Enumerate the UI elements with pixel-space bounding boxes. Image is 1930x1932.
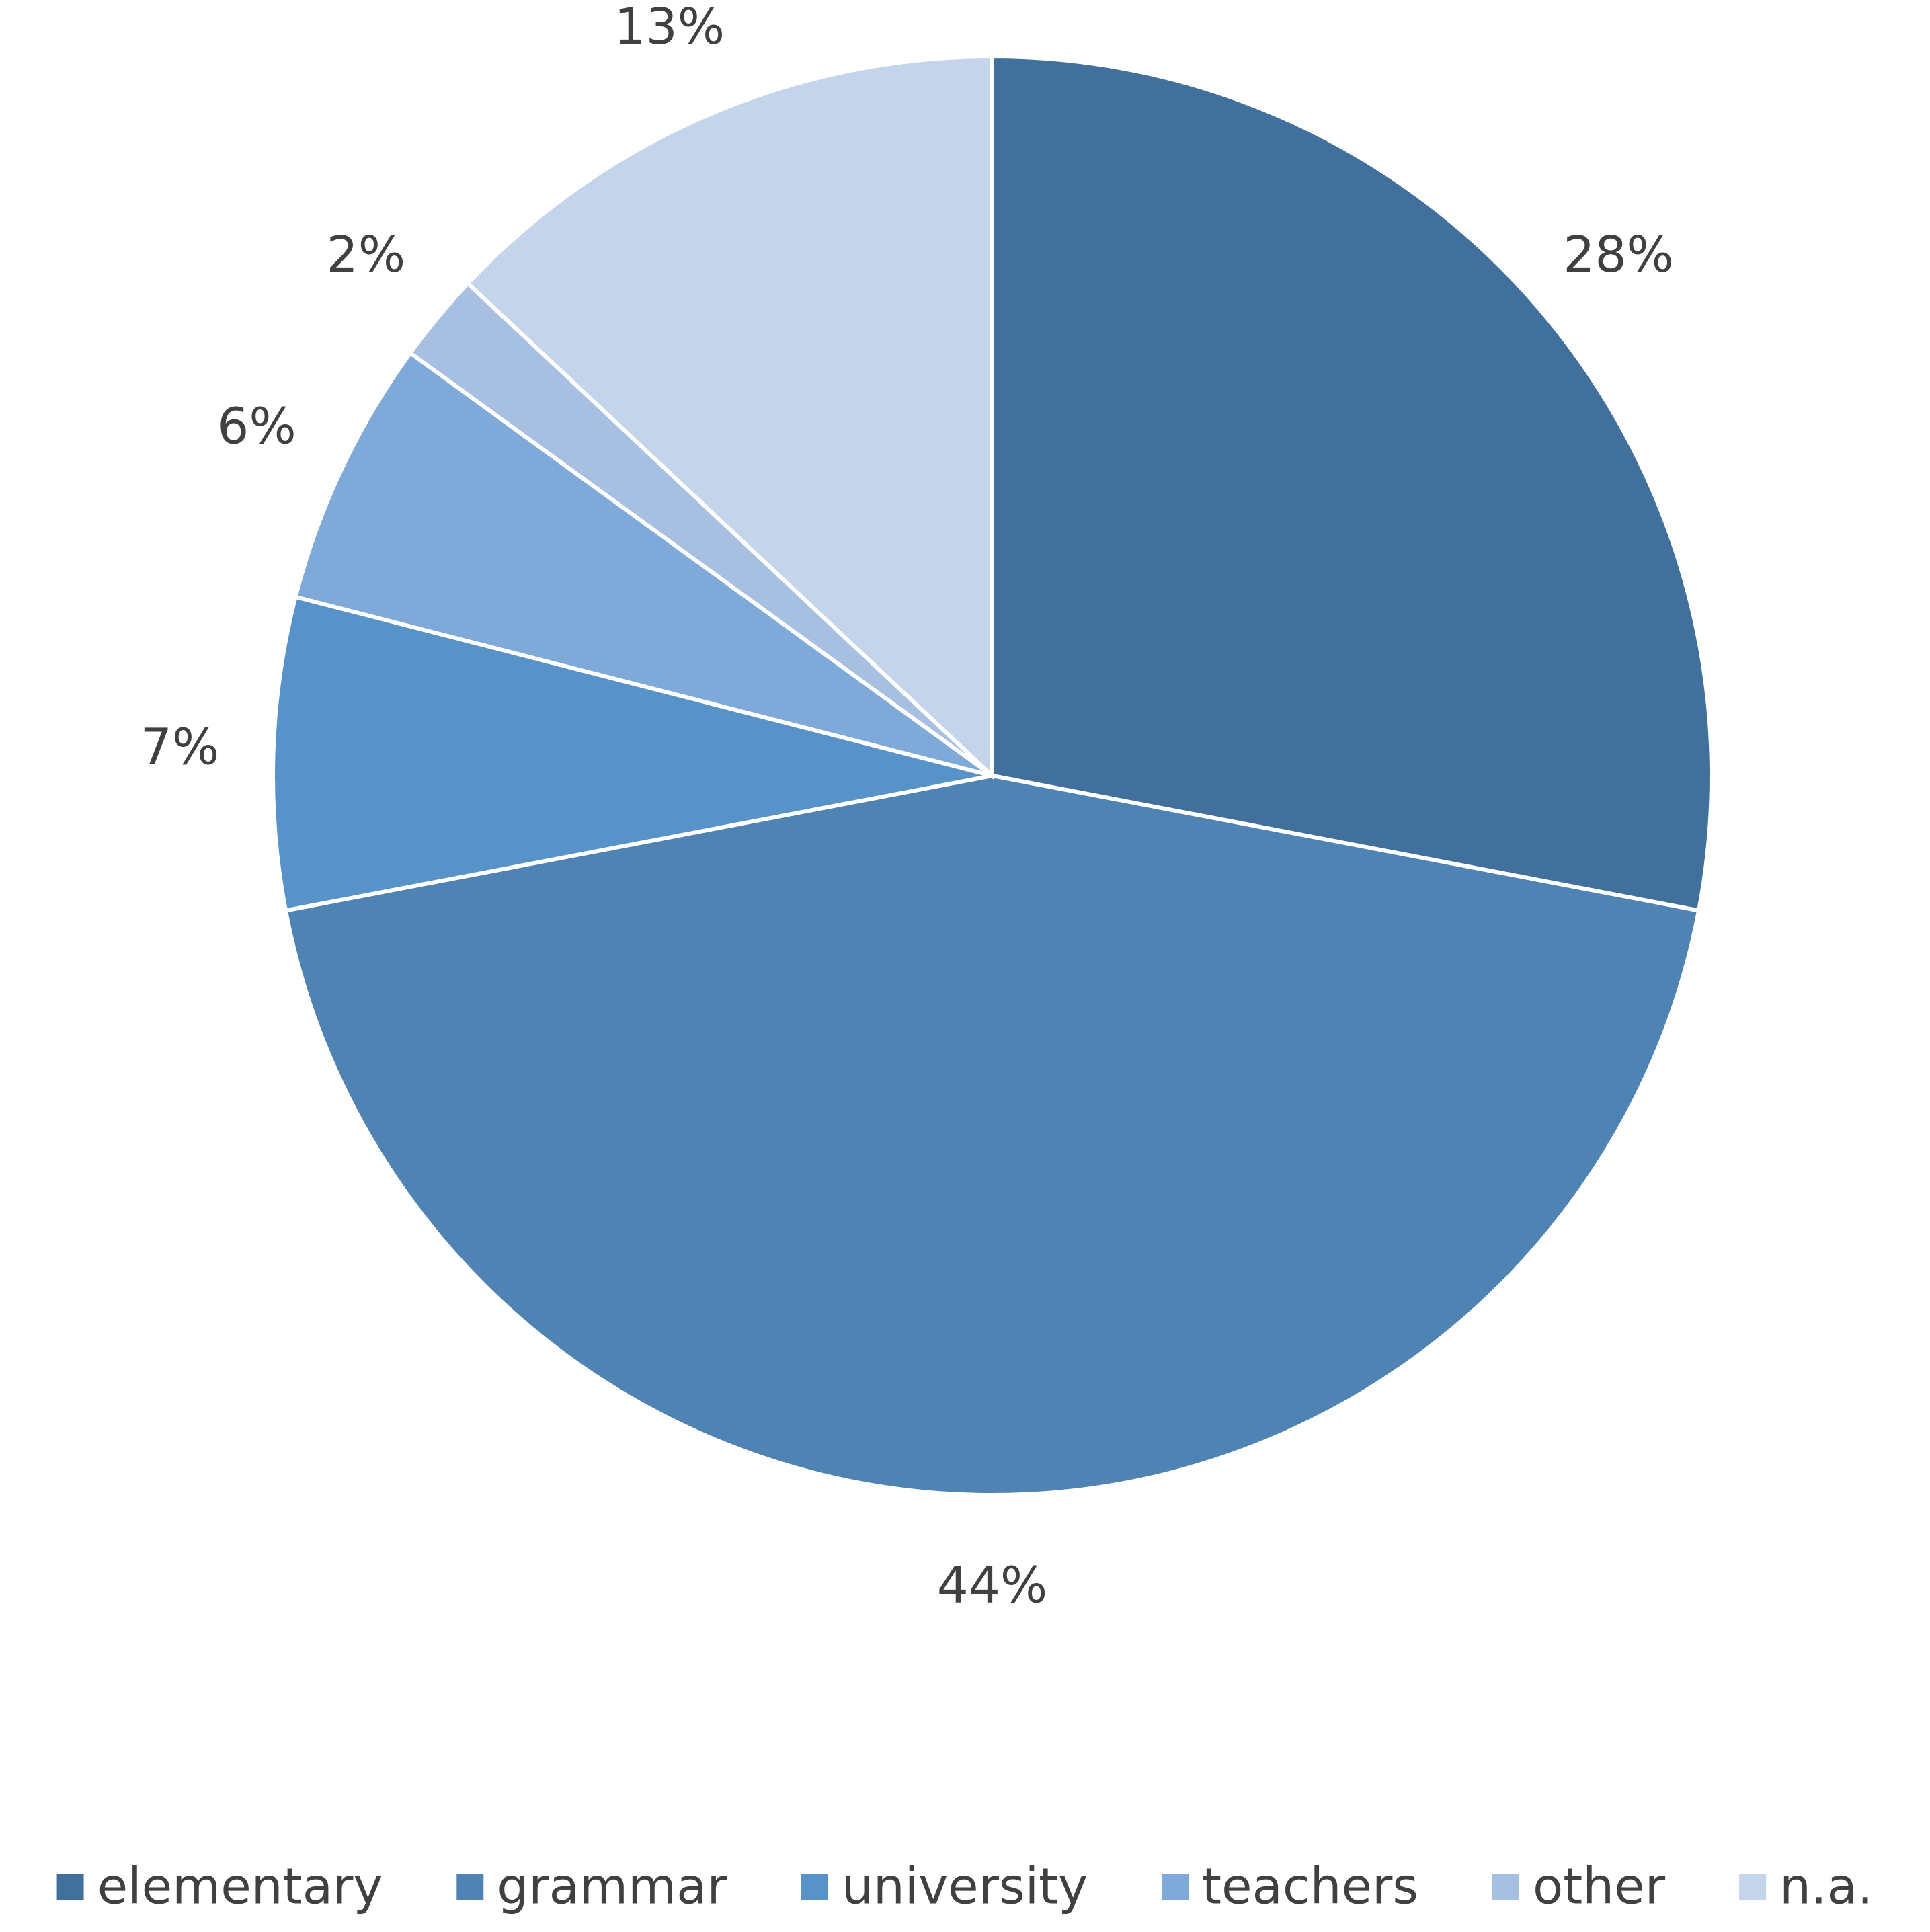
data-label: 6% bbox=[217, 398, 296, 456]
data-label: 13% bbox=[614, 0, 725, 56]
legend-marker bbox=[456, 1874, 484, 1900]
data-label: 28% bbox=[1563, 226, 1673, 284]
legend-label: university bbox=[842, 1858, 1088, 1916]
data-label: 44% bbox=[937, 1557, 1047, 1615]
legend-label: other bbox=[1533, 1858, 1666, 1916]
legend-marker bbox=[1162, 1874, 1189, 1900]
legend-label: elementary bbox=[97, 1858, 383, 1916]
legend-marker bbox=[1739, 1874, 1767, 1900]
pie-slice bbox=[292, 350, 994, 778]
pie-slice bbox=[271, 594, 993, 914]
legend-marker bbox=[801, 1874, 828, 1900]
pie-slice bbox=[465, 54, 994, 780]
pie-slice bbox=[283, 773, 1701, 1497]
legend-label: n.a. bbox=[1779, 1858, 1873, 1916]
legend-label: grammar bbox=[497, 1858, 727, 1916]
legend-marker bbox=[56, 1874, 84, 1900]
pie-slice bbox=[990, 54, 1714, 914]
legend-label: teachers bbox=[1202, 1858, 1418, 1916]
data-label: 7% bbox=[140, 719, 219, 776]
legend-marker bbox=[1492, 1874, 1519, 1900]
data-label: 2% bbox=[327, 226, 405, 284]
